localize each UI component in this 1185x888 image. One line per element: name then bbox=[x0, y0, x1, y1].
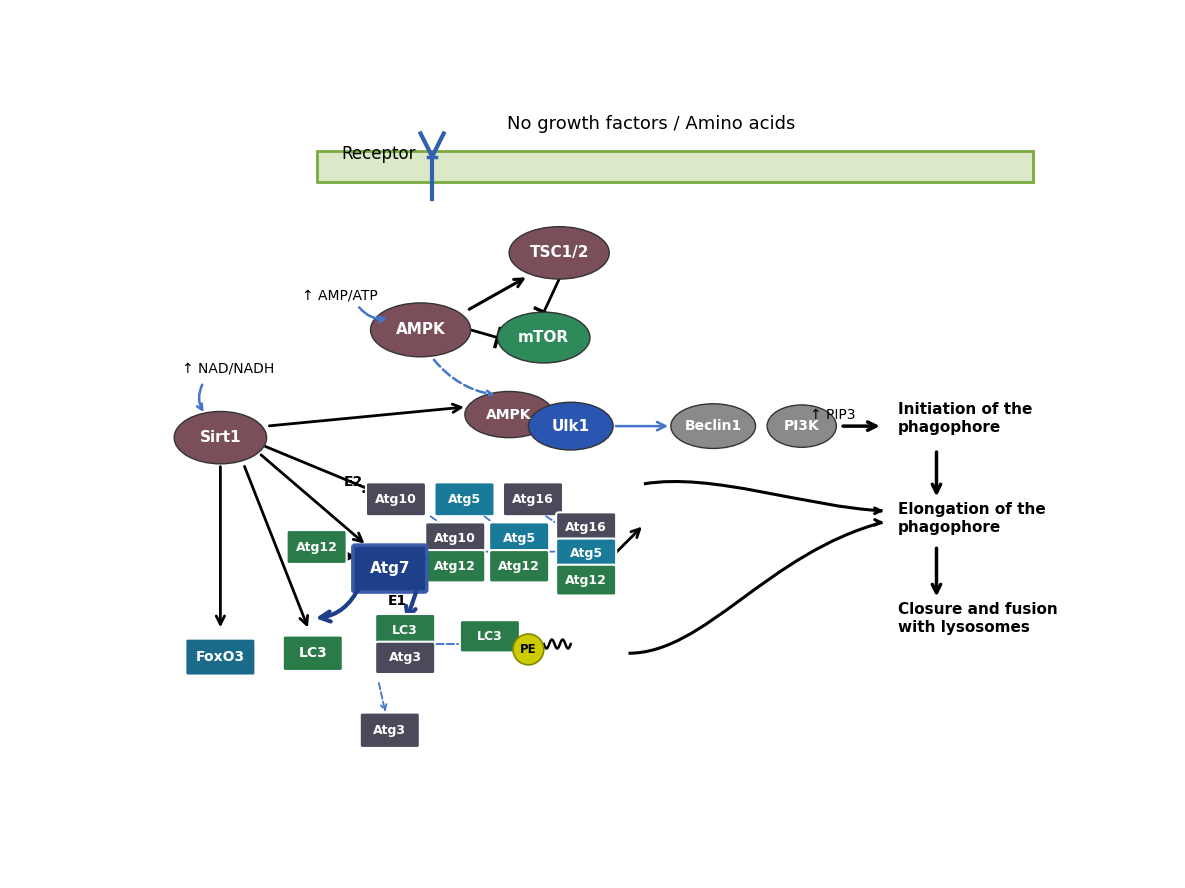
Text: Ulk1: Ulk1 bbox=[552, 418, 590, 433]
Text: Atg12: Atg12 bbox=[296, 541, 338, 553]
Text: Atg5: Atg5 bbox=[502, 532, 536, 545]
Text: Closure and fusion
with lysosomes: Closure and fusion with lysosomes bbox=[898, 602, 1058, 635]
Text: mTOR: mTOR bbox=[518, 330, 569, 345]
Text: No growth factors / Amino acids: No growth factors / Amino acids bbox=[507, 115, 796, 132]
FancyBboxPatch shape bbox=[376, 614, 435, 646]
Text: Atg16: Atg16 bbox=[565, 521, 607, 535]
FancyBboxPatch shape bbox=[360, 712, 419, 748]
Text: Atg3: Atg3 bbox=[389, 652, 422, 664]
Ellipse shape bbox=[174, 411, 267, 464]
FancyBboxPatch shape bbox=[353, 545, 427, 592]
Text: ↑ PIP3: ↑ PIP3 bbox=[809, 408, 856, 422]
Text: Atg12: Atg12 bbox=[434, 559, 476, 573]
Ellipse shape bbox=[529, 402, 613, 450]
Text: Atg5: Atg5 bbox=[570, 547, 603, 560]
FancyBboxPatch shape bbox=[489, 522, 549, 555]
Text: Atg7: Atg7 bbox=[370, 561, 410, 576]
FancyBboxPatch shape bbox=[460, 620, 520, 653]
Text: Atg10: Atg10 bbox=[374, 493, 417, 506]
Ellipse shape bbox=[371, 303, 470, 357]
Text: Atg12: Atg12 bbox=[565, 574, 607, 587]
Text: Receptor: Receptor bbox=[341, 146, 416, 163]
Text: TSC1/2: TSC1/2 bbox=[530, 245, 589, 260]
FancyBboxPatch shape bbox=[185, 638, 256, 676]
Text: ↑ NAD/NADH: ↑ NAD/NADH bbox=[181, 361, 274, 376]
Text: Atg3: Atg3 bbox=[373, 724, 406, 737]
Text: LC3: LC3 bbox=[392, 623, 418, 637]
Ellipse shape bbox=[510, 226, 609, 279]
Text: Elongation of the
phagophore: Elongation of the phagophore bbox=[898, 503, 1045, 535]
FancyBboxPatch shape bbox=[425, 550, 486, 583]
Text: Sirt1: Sirt1 bbox=[199, 430, 241, 445]
Text: Atg5: Atg5 bbox=[448, 493, 481, 506]
Text: Atg16: Atg16 bbox=[512, 493, 553, 506]
Text: AMPK: AMPK bbox=[486, 408, 532, 422]
Text: Initiation of the
phagophore: Initiation of the phagophore bbox=[898, 402, 1032, 434]
FancyBboxPatch shape bbox=[489, 550, 549, 583]
Ellipse shape bbox=[465, 392, 553, 438]
Circle shape bbox=[513, 634, 544, 665]
FancyBboxPatch shape bbox=[283, 636, 342, 671]
Text: Beclin1: Beclin1 bbox=[685, 419, 742, 433]
Text: AMPK: AMPK bbox=[396, 322, 446, 337]
FancyBboxPatch shape bbox=[556, 538, 616, 569]
Text: ↑ AMP/ATP: ↑ AMP/ATP bbox=[302, 289, 378, 302]
Ellipse shape bbox=[767, 405, 837, 448]
FancyBboxPatch shape bbox=[376, 642, 435, 674]
Text: LC3: LC3 bbox=[299, 646, 327, 661]
Text: E1: E1 bbox=[387, 594, 408, 608]
FancyBboxPatch shape bbox=[366, 482, 425, 516]
FancyBboxPatch shape bbox=[435, 482, 494, 516]
FancyBboxPatch shape bbox=[502, 482, 563, 516]
Text: PI3K: PI3K bbox=[783, 419, 820, 433]
FancyBboxPatch shape bbox=[425, 522, 486, 555]
FancyBboxPatch shape bbox=[556, 512, 616, 543]
FancyBboxPatch shape bbox=[556, 565, 616, 596]
Text: LC3: LC3 bbox=[478, 630, 502, 643]
Text: PE: PE bbox=[520, 643, 537, 656]
Bar bbox=[316, 151, 1033, 182]
Text: E2: E2 bbox=[344, 475, 364, 489]
Text: Atg10: Atg10 bbox=[434, 532, 476, 545]
Ellipse shape bbox=[498, 313, 590, 363]
Ellipse shape bbox=[671, 404, 756, 448]
Text: Atg12: Atg12 bbox=[498, 559, 540, 573]
Text: FoxO3: FoxO3 bbox=[196, 650, 245, 664]
FancyBboxPatch shape bbox=[287, 530, 347, 564]
